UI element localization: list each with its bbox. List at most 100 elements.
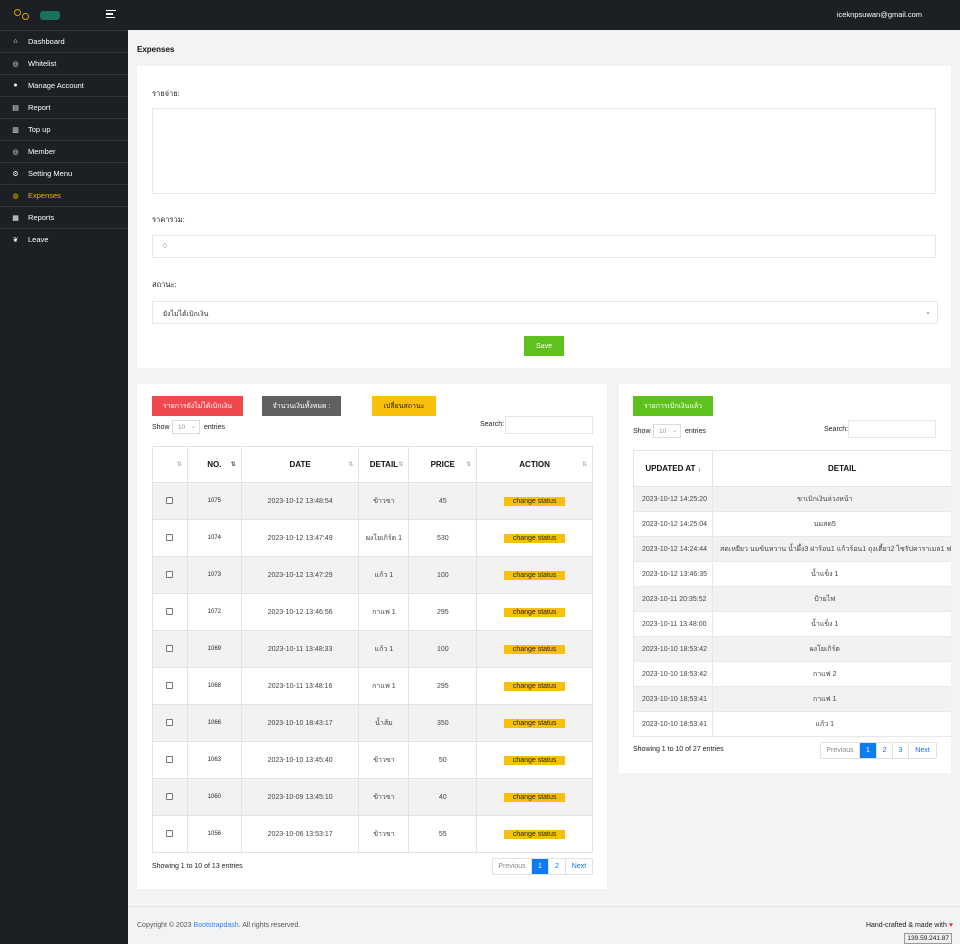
detail-cell: กาแฟ 2: [712, 661, 951, 687]
updated-at-cell: 2023-10-11 20:35:52: [633, 586, 713, 612]
col-action[interactable]: ACTION ⇅: [476, 446, 593, 483]
col-select[interactable]: ⇅: [152, 446, 188, 483]
sidebar-item-manage-account[interactable]: ● Manage Account: [0, 74, 128, 96]
expense-textarea[interactable]: [152, 108, 936, 194]
sidebar-item-setting-menu[interactable]: ⚙ Setting Menu: [0, 162, 128, 184]
row-checkbox[interactable]: [166, 681, 174, 689]
row-select-cell: [152, 778, 188, 816]
row-checkbox[interactable]: [166, 533, 174, 541]
sidebar-item-member[interactable]: ◎ Member: [0, 140, 128, 162]
save-button[interactable]: Save: [524, 336, 564, 356]
page-next-button[interactable]: Next: [571, 863, 587, 870]
page-1-button[interactable]: 1: [860, 743, 877, 758]
change-status-button[interactable]: change status: [503, 792, 566, 802]
sidebar-item-label: Report: [28, 103, 51, 112]
search-label: Search:: [480, 421, 505, 428]
search-input[interactable]: [505, 416, 593, 434]
updated-at-cell: 2023-10-10 18:53:42: [633, 661, 713, 687]
sidebar-item-expenses[interactable]: ◍ Expenses: [0, 184, 128, 206]
change-status-button[interactable]: change status: [503, 644, 566, 654]
detail-cell: กาแฟ 1: [358, 593, 410, 631]
row-checkbox[interactable]: [166, 792, 174, 800]
expense-label: รายจ่าย:: [152, 89, 180, 98]
withdrawn-list-button[interactable]: รายการเบิกเงินแล้ว: [633, 396, 713, 416]
action-cell: change status: [476, 741, 593, 779]
search-input[interactable]: [848, 420, 936, 438]
status-selected-value: ยังไม่ได้เบิกเงิน: [163, 311, 209, 318]
updated-at-cell: 2023-10-10 18:53:41: [633, 686, 713, 712]
table-row: 2023-10-10 18:53:42 กาแฟ 2: [633, 661, 951, 687]
change-status-button[interactable]: change status: [503, 755, 566, 765]
no-cell: 1063: [186, 741, 242, 779]
price-cell: 50: [408, 741, 478, 779]
row-checkbox[interactable]: [166, 496, 174, 504]
row-select-cell: [152, 519, 188, 557]
detail-cell: สตเหยียว นมข้นหวาน น้ำผึ้ง3 ฝาร้อน1 แก้ว…: [712, 536, 951, 562]
user-email[interactable]: iceknpsuwan@gmail.com: [836, 10, 922, 19]
change-status-button[interactable]: change status: [503, 570, 566, 580]
user-icon: ●: [13, 82, 18, 89]
action-cell: change status: [476, 519, 593, 557]
row-checkbox[interactable]: [166, 829, 174, 837]
action-cell: change status: [476, 667, 593, 705]
entries-label: entries: [204, 424, 226, 431]
sidebar-item-reports[interactable]: ▦ Reports: [0, 206, 128, 228]
page-1-button[interactable]: 1: [532, 859, 549, 874]
sort-icon: ⇅: [581, 462, 587, 468]
table-row: 2023-10-12 14:25:20 ขาเบิกเงินล่วงหน้า: [633, 486, 951, 512]
status-select[interactable]: ยังไม่ได้เบิกเงิน ⌄: [152, 301, 938, 324]
row-checkbox[interactable]: [166, 570, 174, 578]
change-status-button[interactable]: change status: [503, 607, 566, 617]
price-cell: 100: [408, 556, 478, 594]
col-detail[interactable]: DETAIL: [712, 450, 951, 487]
change-status-button[interactable]: change status: [503, 496, 566, 506]
unwithdrawn-list-button[interactable]: รายการยังไม่ได้เบิกเงิน: [152, 396, 243, 416]
no-cell: 1060: [186, 778, 242, 816]
total-input[interactable]: 0: [152, 235, 936, 258]
total-label: ราคารวม:: [152, 215, 185, 224]
change-status-button[interactable]: change status: [503, 533, 566, 543]
table-row: 2023-10-11 20:35:52 ป้ายไฟ: [633, 586, 951, 612]
col-detail[interactable]: DETAIL ⇅: [358, 446, 410, 483]
expense-form-card: รายจ่าย: ราคารวม: 0 สถานะ: ยังไม่ได้เบิก…: [137, 66, 951, 368]
page-length-select[interactable]: 10 ⌄: [172, 420, 200, 434]
table-row: 2023-10-10 18:53:41 กาแฟ 1: [633, 686, 951, 712]
col-no[interactable]: NO. ⇅: [186, 446, 242, 483]
page-previous-button[interactable]: Previous: [821, 743, 860, 758]
page-2-button[interactable]: 2: [877, 743, 893, 758]
page-2-button[interactable]: 2: [549, 859, 566, 874]
date-cell: 2023-10-12 13:48:54: [240, 482, 360, 520]
sidebar-item-leave[interactable]: ❦ Leave: [0, 228, 128, 250]
total-amount-button[interactable]: จำนวนเงินทั้งหมด :: [262, 396, 341, 416]
sidebar-item-top-up[interactable]: ▥ Top up: [0, 118, 128, 140]
sidebar-item-report[interactable]: ▤ Report: [0, 96, 128, 118]
brand[interactable]: [0, 0, 128, 30]
sidebar-item-whitelist[interactable]: ◎ Whitelist: [0, 52, 128, 74]
sidebar-item-dashboard[interactable]: ⌂ Dashboard: [0, 30, 128, 52]
page-3-button[interactable]: 3: [893, 743, 909, 758]
change-status-button[interactable]: change status: [503, 829, 566, 839]
change-status-button[interactable]: change status: [503, 681, 566, 691]
bootstrapdash-link[interactable]: Bootstrapdash: [193, 922, 239, 929]
col-price[interactable]: PRICE ⇅: [408, 446, 478, 483]
row-checkbox[interactable]: [166, 755, 174, 763]
detail-cell: แก้ว 1: [358, 556, 410, 594]
sidebar-item-label: Dashboard: [28, 37, 65, 46]
page-previous-button[interactable]: Previous: [493, 859, 532, 874]
menu-toggle-icon[interactable]: [106, 10, 116, 18]
col-date[interactable]: DATE ⇅: [240, 446, 360, 483]
page-next-button[interactable]: Next: [915, 747, 930, 754]
row-checkbox[interactable]: [166, 644, 174, 652]
table-row: 1066 2023-10-10 18:43:17 น้ำส้ม 350 change s…: [152, 704, 593, 742]
search-label: Search:: [824, 426, 849, 433]
row-checkbox[interactable]: [166, 607, 174, 615]
page-length-select[interactable]: 10 ⌄: [653, 424, 681, 438]
home-icon: ⌂: [13, 38, 18, 45]
leaf-icon: ❦: [12, 236, 19, 244]
col-updated-at[interactable]: UPDATED AT ↓: [633, 450, 713, 487]
detail-cell: ข้าวขา: [358, 815, 410, 853]
row-checkbox[interactable]: [166, 718, 174, 726]
coins-icon: ◍: [12, 192, 19, 200]
change-status-button[interactable]: เปลี่ยนสถานะ: [372, 396, 436, 416]
change-status-button[interactable]: change status: [503, 718, 566, 728]
